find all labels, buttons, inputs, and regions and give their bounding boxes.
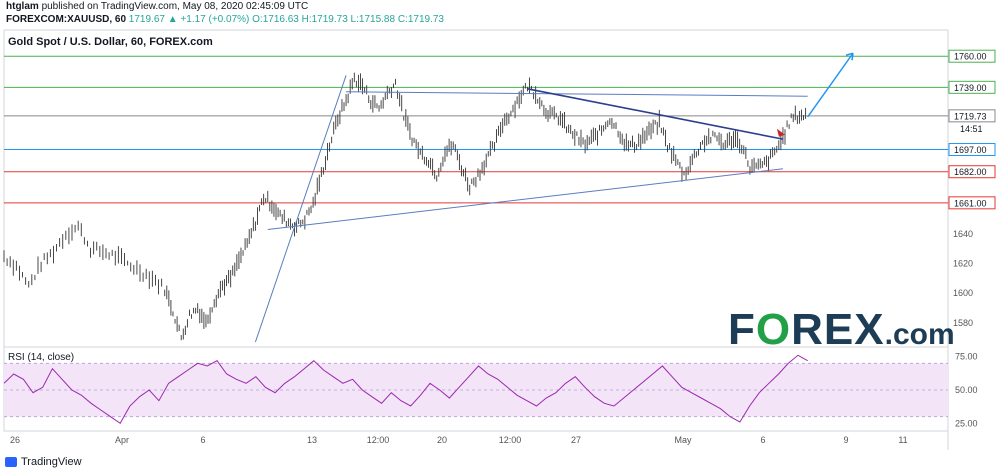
x-tick-label: May: [674, 435, 692, 445]
trendline: [346, 91, 808, 97]
publisher-name: htglam: [6, 1, 39, 12]
x-tick-label: 13: [307, 435, 317, 445]
rsi-title: RSI (14, close): [8, 352, 75, 363]
level-label: 1697.00: [954, 145, 987, 155]
last-price: 1719.67: [128, 14, 165, 25]
symbol-quote: FOREXCOM:XAUUSD, 60 1719.67 ▲ +1.17 (+0.…: [6, 14, 444, 25]
rsi-band: [4, 363, 948, 417]
countdown-tag: [949, 122, 995, 135]
level-label: 1719.73: [954, 111, 987, 121]
x-tick-label: 6: [760, 435, 765, 445]
arrow-up-icon: ▲: [167, 14, 178, 25]
level-tag: [948, 80, 996, 94]
x-tick-label: Apr: [115, 435, 129, 445]
level-label: 1739.00: [954, 83, 987, 93]
x-tick-label: 26: [10, 435, 20, 445]
projection-arrowhead: [845, 52, 854, 61]
x-tick-label: 9: [843, 435, 848, 445]
ohlc-values: O:1716.63 H:1719.73 L:1715.88 C:1719.73: [252, 14, 444, 25]
trendline: [267, 168, 783, 230]
price-change: +1.17 (+0.07%): [180, 14, 250, 25]
level-tag: [948, 165, 996, 179]
x-tick-label: 12:00: [367, 435, 390, 445]
level-tag: [948, 143, 996, 157]
level-tag: [948, 49, 996, 63]
countdown-label: 14:51: [960, 124, 983, 134]
level-label: 1760.00: [954, 52, 987, 62]
level-tag: [948, 196, 996, 210]
tradingview-logo[interactable]: TradingView: [5, 456, 82, 468]
forex-logo: FOREX.com: [728, 305, 955, 354]
tradingview-icon: [5, 457, 17, 467]
published-text: published on TradingView.com, May 08, 20…: [41, 1, 309, 12]
rsi-tick-label: 25.00: [955, 418, 978, 428]
tradingview-brand: TradingView: [21, 456, 82, 468]
trendline: [527, 88, 784, 140]
x-tick-label: 6: [200, 435, 205, 445]
x-tick-label: 27: [571, 435, 581, 445]
rsi-tick-label: 50.00: [955, 385, 978, 395]
publish-info: htglam published on TradingView.com, May…: [6, 1, 308, 12]
level-label: 1661.00: [954, 198, 987, 208]
chart-title: Gold Spot / U.S. Dollar, 60, FOREX.com: [8, 36, 213, 48]
level-label: 1682.00: [954, 167, 987, 177]
x-tick-label: 11: [898, 435, 907, 445]
rsi-tick-label: 75.00: [955, 352, 978, 362]
symbol-name: FOREXCOM:XAUUSD, 60: [6, 14, 127, 25]
y-tick-label: 1600: [953, 288, 973, 298]
x-tick-label: 12:00: [499, 435, 522, 445]
projection-line: [807, 52, 854, 118]
y-tick-label: 1620: [953, 259, 973, 269]
rsi-line: [3, 354, 808, 425]
breakout-arrow: [776, 128, 785, 137]
y-tick-label: 1640: [953, 229, 973, 239]
level-tag: [948, 109, 996, 123]
trendline: [254, 75, 347, 343]
y-tick-label: 1580: [953, 318, 973, 328]
x-tick-label: 20: [437, 435, 447, 445]
